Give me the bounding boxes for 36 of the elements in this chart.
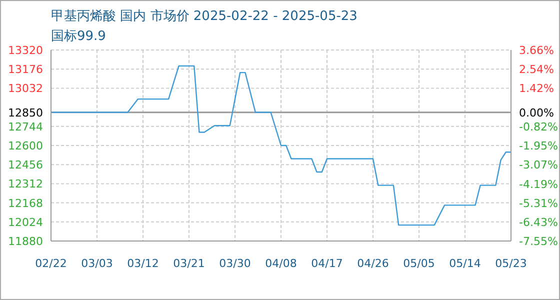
y-tick-label: 12744 — [8, 120, 43, 134]
chart-subtitle: 国标99.9 — [51, 28, 106, 45]
y2-tick-label: 3.66% — [519, 44, 554, 57]
y2-tick-label: 2.54% — [519, 63, 554, 76]
line-series — [51, 65, 511, 226]
x-tick-label: 03/03 — [81, 256, 113, 270]
y-tick-label: 12024 — [8, 216, 43, 229]
y2-tick-label: 1.42% — [519, 82, 554, 96]
y2-tick-label: -3.07% — [519, 158, 558, 172]
y-tick-label: 12456 — [8, 158, 43, 172]
y2-tick-label: -4.19% — [519, 178, 558, 191]
y2-tick-label: -5.31% — [519, 196, 558, 210]
x-tick-label: 03/21 — [173, 256, 205, 270]
y-tick-label: 13320 — [8, 44, 43, 57]
y-tick-label: 12600 — [8, 140, 43, 152]
chart-title: 甲基丙烯酸 国内 市场价 2025-02-22 - 2025-05-23 — [51, 8, 358, 25]
x-tick-label: 05/23 — [495, 256, 527, 270]
y2-tick-label: -7.55% — [519, 235, 558, 248]
y2-tick-label: -1.95% — [519, 140, 558, 153]
y2-tick-label: 0.00% — [519, 106, 554, 120]
x-tick-label: 04/17 — [311, 256, 343, 270]
x-tick-label: 03/12 — [127, 256, 159, 270]
x-tick-label: 04/08 — [265, 256, 297, 270]
y-tick-label: 11880 — [8, 235, 43, 248]
y-tick-label: 13176 — [8, 63, 43, 76]
y-tick-label: 13032 — [8, 82, 43, 96]
y-tick-label: 12312 — [8, 178, 43, 191]
x-tick-label: 03/30 — [219, 256, 251, 270]
x-tick-label: 05/05 — [403, 256, 435, 270]
y2-tick-label: -6.43% — [519, 216, 558, 229]
x-tick-label: 05/14 — [449, 256, 481, 270]
y2-tick-label: -0.82% — [519, 120, 558, 134]
y-tick-label: 12168 — [8, 196, 43, 210]
x-tick-label: 04/26 — [357, 256, 389, 270]
y-tick-label: 12850 — [8, 106, 43, 120]
x-tick-label: 02/22 — [35, 256, 67, 270]
